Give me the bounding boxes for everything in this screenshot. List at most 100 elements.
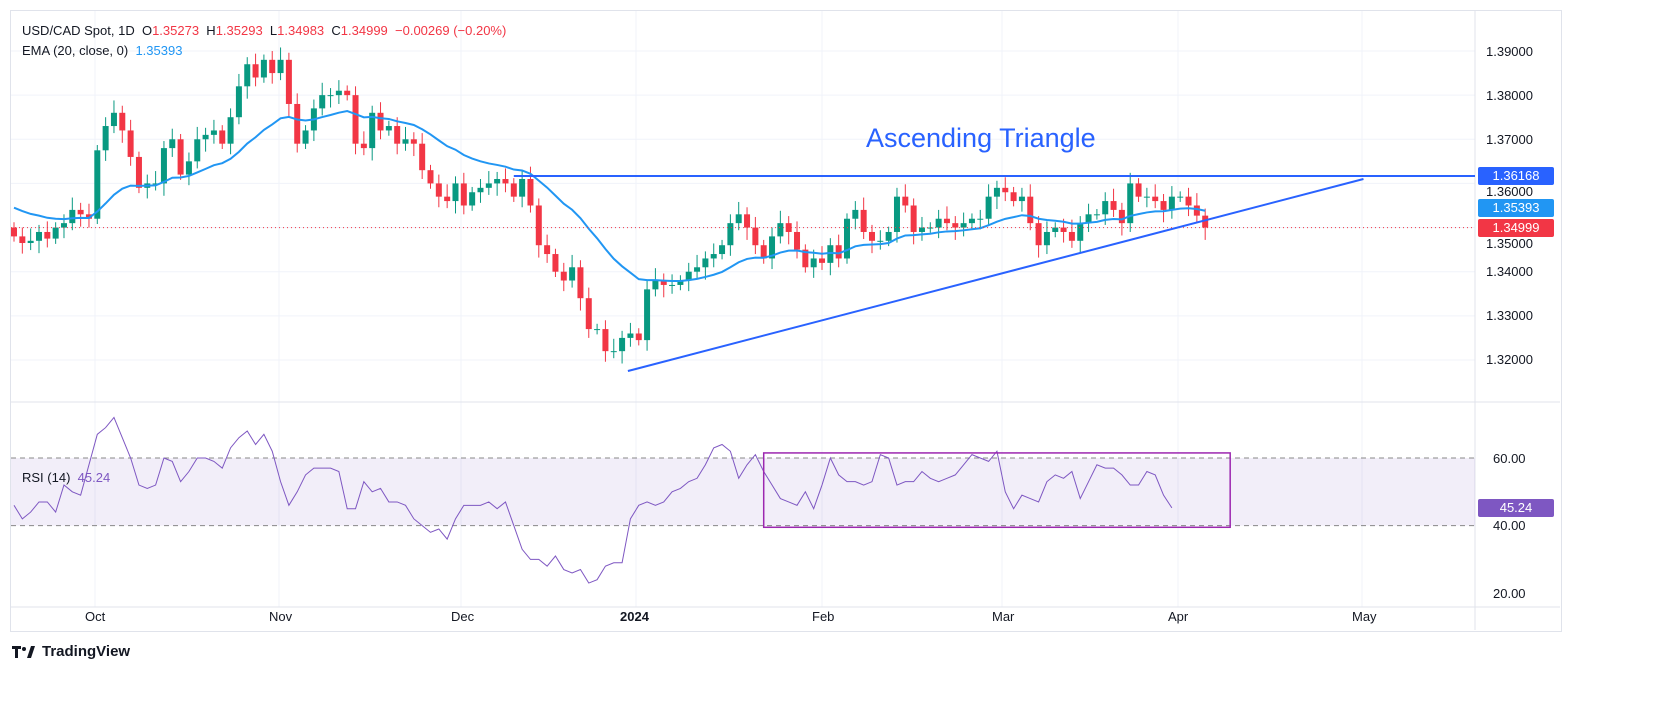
candle-body (269, 59, 276, 74)
candle-body (877, 240, 884, 242)
candle-body (918, 227, 925, 232)
candle-body (1093, 214, 1100, 216)
candle-body (527, 179, 534, 206)
chart-frame (10, 10, 1562, 632)
candle-body (452, 183, 459, 202)
candle-body (77, 209, 84, 215)
candle-body (502, 179, 509, 184)
candle-body (469, 192, 476, 206)
rsi-tick-label: 60.00 (1493, 451, 1526, 466)
candle-body (819, 258, 826, 263)
candle-body (1018, 196, 1025, 202)
candle-body (802, 249, 809, 268)
candle-body (319, 95, 326, 109)
candle-body (219, 130, 226, 144)
candle-body (335, 90, 342, 96)
candle-body (644, 289, 651, 341)
candle-body (852, 209, 859, 219)
candle-body (993, 187, 1000, 197)
candle-body (943, 218, 950, 224)
time-tick-label: 2024 (620, 609, 649, 624)
price-tick-label: 1.33000 (1486, 308, 1533, 323)
candle-body (669, 284, 676, 286)
candle-body (727, 223, 734, 246)
candle-body (377, 112, 384, 131)
ema-value: 1.35393 (135, 43, 183, 58)
candle-body (177, 139, 184, 175)
tradingview-logo[interactable]: TradingView (12, 643, 130, 660)
candle-body (210, 130, 217, 135)
candle-body (1152, 196, 1159, 202)
candle-body (119, 112, 126, 131)
price-tick-label: 1.32000 (1486, 352, 1533, 367)
candle-body (160, 148, 167, 184)
candle-body (627, 333, 634, 338)
open-label: O (141, 23, 153, 38)
candle-body (910, 205, 917, 232)
candle-body (327, 95, 334, 97)
candle-body (277, 59, 284, 74)
time-tick-label: Feb (812, 609, 835, 624)
price-tick-label: 1.36000 (1486, 184, 1533, 199)
candle-body (85, 214, 92, 219)
high-value: 1.35293 (215, 23, 263, 38)
rsi-value: 45.24 (77, 470, 111, 485)
candle-body (927, 227, 934, 229)
candle-body (69, 209, 76, 224)
price-tick-label: 1.37000 (1486, 132, 1533, 147)
candle-body (952, 223, 959, 228)
candle-body (610, 351, 617, 353)
ascending-triangle-annotation[interactable]: Ascending Triangle (866, 123, 1096, 153)
rsi-legend[interactable]: RSI (14) 45.24 (22, 470, 110, 485)
candle-body (685, 271, 692, 281)
candle-body (110, 112, 117, 127)
price-tick-label: 1.39000 (1486, 44, 1533, 59)
candle-body (835, 245, 842, 259)
change-value: −0.00269 (−0.20%) (395, 23, 507, 38)
rsi-value-tag: 45.24 (1478, 499, 1554, 517)
candle-body (702, 258, 709, 268)
resistance-price-tag: 1.36168 (1478, 167, 1554, 185)
candle-body (1060, 227, 1067, 232)
candle-body (244, 64, 251, 87)
candle-body (752, 227, 759, 246)
candle-body (977, 218, 984, 220)
price-tick-label: 1.38000 (1486, 88, 1533, 103)
candle-body (360, 143, 367, 149)
rsi-band (11, 458, 1475, 526)
candle-body (52, 227, 59, 239)
candle-body (794, 231, 801, 250)
candle-body (294, 103, 301, 144)
candle-body (810, 258, 817, 268)
brand-name: TradingView (42, 643, 131, 660)
candle-body (785, 223, 792, 232)
candle-body (569, 267, 576, 281)
candle-body (385, 126, 392, 131)
candle-body (552, 254, 559, 272)
time-tick-label: Apr (1168, 609, 1189, 624)
candle-body (769, 236, 776, 259)
candle-body (1143, 196, 1150, 198)
candle-body (1168, 196, 1175, 210)
candle-body (985, 196, 992, 219)
candle-body (444, 196, 451, 202)
candle-body (519, 179, 526, 197)
candle-body (1052, 227, 1059, 232)
candle-body (1193, 205, 1200, 216)
candle-body (27, 240, 34, 244)
candle-body (868, 231, 875, 241)
candle-body (719, 245, 726, 255)
time-tick-label: Dec (451, 609, 475, 624)
candle-body (35, 231, 42, 241)
candle-body (1102, 201, 1109, 215)
candle-body (635, 333, 642, 341)
ascending-support-line (627, 178, 1364, 372)
ema-legend[interactable]: EMA (20, close, 0) 1.35393 (22, 43, 182, 58)
candle-body (94, 150, 101, 219)
candle-body (60, 223, 67, 228)
candle-body (185, 161, 192, 175)
price-tick-label: 1.35000 (1486, 236, 1533, 251)
candle-body (460, 183, 467, 206)
time-tick-label: Nov (269, 609, 293, 624)
